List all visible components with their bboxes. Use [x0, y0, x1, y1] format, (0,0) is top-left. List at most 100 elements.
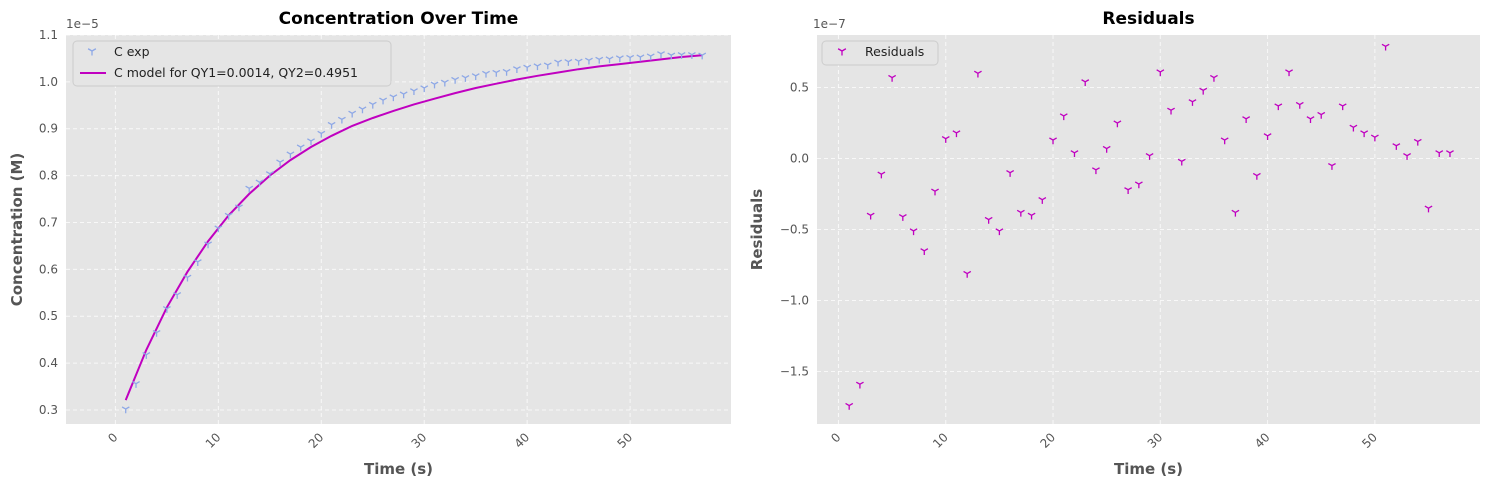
x-tick-label: 40 [512, 430, 533, 451]
data-point [307, 138, 315, 146]
data-point [1145, 153, 1154, 160]
x-tick-label: 30 [409, 430, 430, 451]
y-tick-label: −0.5 [780, 223, 809, 237]
y-tick-label: 0.5 [790, 81, 809, 95]
data-point [877, 171, 886, 179]
data-point [337, 116, 346, 124]
data-point [866, 212, 875, 220]
data-point [214, 225, 223, 233]
y-offset-label: 1e−5 [66, 17, 99, 31]
x-axis-label: Time (s) [364, 460, 433, 478]
y-tick-label: 0.7 [39, 215, 58, 229]
y-tick-label: 0.8 [39, 169, 58, 183]
x-tick-label: 30 [1145, 430, 1166, 451]
data-point [245, 185, 254, 193]
data-point [430, 81, 439, 89]
x-tick-labels: 0 10 20 30 40 50 [105, 430, 635, 451]
x-tick-label: 40 [1252, 430, 1273, 451]
chart-title: Concentration Over Time [279, 9, 519, 29]
data-point [224, 212, 233, 220]
legend-label-exp: C exp [114, 44, 150, 59]
data-point [564, 59, 573, 66]
legend-label-residuals: Residuals [865, 44, 924, 59]
data-point [234, 204, 243, 212]
data-point [523, 64, 532, 72]
y-tick-labels: −1.5 −1.0 −0.5 0.0 0.5 [780, 81, 809, 379]
data-point [1231, 209, 1240, 217]
data-point [1059, 113, 1068, 121]
legend-box [72, 40, 392, 87]
data-point [646, 53, 655, 61]
x-tick-label: 10 [203, 430, 224, 451]
x-tick-label: 20 [306, 430, 327, 451]
data-point [1370, 134, 1379, 142]
data-point [389, 94, 398, 102]
data-point [1091, 167, 1100, 175]
residuals-chart: 0 10 20 30 40 50 −1.5 −1.0 −0.5 0.0 0.5 Residuals… [748, 9, 1480, 478]
x-tick-labels: 0 10 20 30 40 50 [828, 430, 1380, 451]
grid-lines [817, 35, 1480, 424]
data-point [1392, 143, 1401, 150]
data-point [657, 51, 665, 58]
data-point [276, 159, 285, 167]
data-point [1349, 124, 1358, 132]
y-tick-labels: 0.3 0.4 0.5 0.6 0.7 0.8 0.9 1.0 1.1 [39, 28, 58, 417]
data-point [626, 54, 635, 62]
data-point [584, 57, 593, 65]
data-point [554, 59, 563, 67]
data-point [1156, 69, 1165, 77]
data-point [1113, 120, 1122, 128]
y-tick-label: 0.9 [39, 122, 58, 136]
data-point [379, 97, 388, 105]
data-point [471, 73, 480, 80]
y-tick-label: 1.0 [39, 75, 58, 89]
data-point [1038, 197, 1047, 204]
exp-points-group [121, 51, 707, 414]
data-point [142, 351, 151, 359]
x-tick-label: 0 [828, 430, 843, 445]
y-offset-label: 1e−7 [813, 17, 846, 31]
plot-area-background [66, 35, 731, 424]
data-point [461, 74, 470, 82]
data-point [317, 130, 326, 138]
data-point [636, 54, 645, 62]
y-tick-label: 1.1 [39, 28, 58, 42]
data-point [492, 69, 501, 77]
data-point [327, 121, 336, 129]
data-point [1242, 116, 1251, 123]
data-point [440, 79, 449, 87]
data-point [615, 55, 624, 63]
data-point [502, 68, 511, 76]
data-point [1327, 162, 1336, 170]
data-point [952, 130, 961, 138]
data-point [1445, 150, 1454, 158]
y-axis-label: Concentration (M) [8, 153, 26, 307]
data-point [482, 70, 490, 78]
legend-marker-exp [87, 48, 97, 56]
data-point [1306, 116, 1315, 123]
x-tick-label: 50 [615, 430, 636, 451]
data-point [1413, 138, 1422, 146]
data-point [1435, 150, 1444, 158]
data-point [368, 101, 377, 109]
data-point [1081, 79, 1090, 87]
data-point [286, 151, 295, 159]
data-point [1124, 187, 1133, 194]
data-point [1220, 137, 1229, 145]
data-point [543, 62, 552, 70]
data-point [1209, 74, 1218, 82]
y-axis-label: Residuals [748, 189, 766, 270]
data-point [973, 70, 982, 78]
data-point [193, 259, 202, 267]
data-point [183, 274, 192, 282]
data-point [1338, 103, 1347, 111]
data-point [399, 91, 408, 99]
legend-marker-residuals [837, 48, 847, 56]
data-point [152, 329, 161, 337]
y-tick-label: 0.5 [39, 309, 58, 323]
y-tick-label: 0.3 [39, 403, 58, 417]
model-line [124, 54, 703, 401]
legend-box [821, 40, 939, 66]
data-point [995, 228, 1004, 236]
